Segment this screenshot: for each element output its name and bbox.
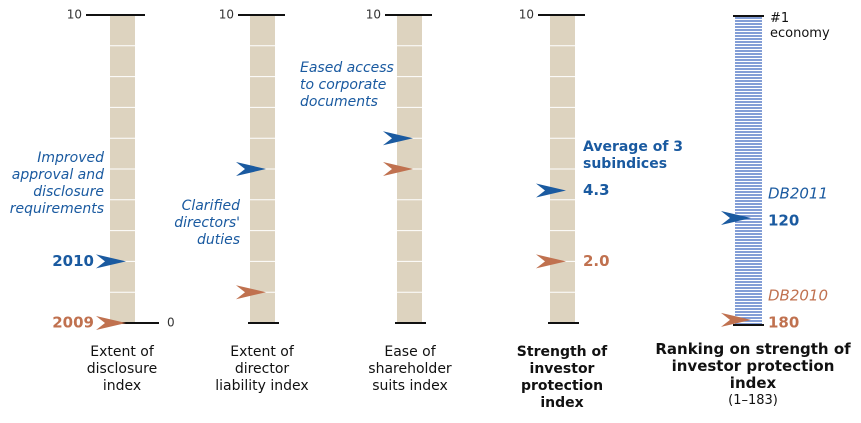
annotation: Improved approval and disclosure require… [9,150,104,217]
marker-arrow [536,183,566,198]
value-label: 180 [768,313,799,331]
column-title: Strength of investor protection index [516,344,608,411]
y-tick-label: 10 [366,8,381,22]
series-label: 2009 [52,314,94,332]
series-label: DB2011 [768,185,828,203]
column-subtitle: (1–183) [728,393,778,408]
series-label: DB2010 [768,286,828,304]
annotation: Clarified directors' duties [174,198,240,248]
column-title: Extent of director liability index [215,344,309,394]
column-title: Ranking on strength of investor protecti… [655,340,851,409]
marker-arrow [383,162,413,176]
top-label: #1 economy [770,11,830,41]
marker-arrow [236,285,266,300]
marker-arrow [96,254,126,269]
y-tick-label: 10 [519,8,534,22]
column-title: Ease of shareholder suits index [368,344,452,394]
annotation: Average of 3 subindices [583,139,684,172]
series-label: 2010 [52,252,94,270]
value-label: 120 [768,212,799,230]
value-label: 2.0 [583,252,610,270]
marker-arrow [383,131,413,146]
marker-arrow [236,162,266,176]
y-tick-label: 10 [67,8,82,22]
marker-arrow [536,254,566,269]
column-title: Extent of disclosure index [86,344,158,394]
annotation: Eased access to corporate documents [300,60,394,110]
marker-arrow [721,211,751,226]
y-tick-label: 0 [167,316,175,330]
marker-arrow [721,312,751,327]
marker-arrow [96,316,126,330]
y-tick-label: 10 [219,8,234,22]
value-label: 4.3 [583,181,610,199]
